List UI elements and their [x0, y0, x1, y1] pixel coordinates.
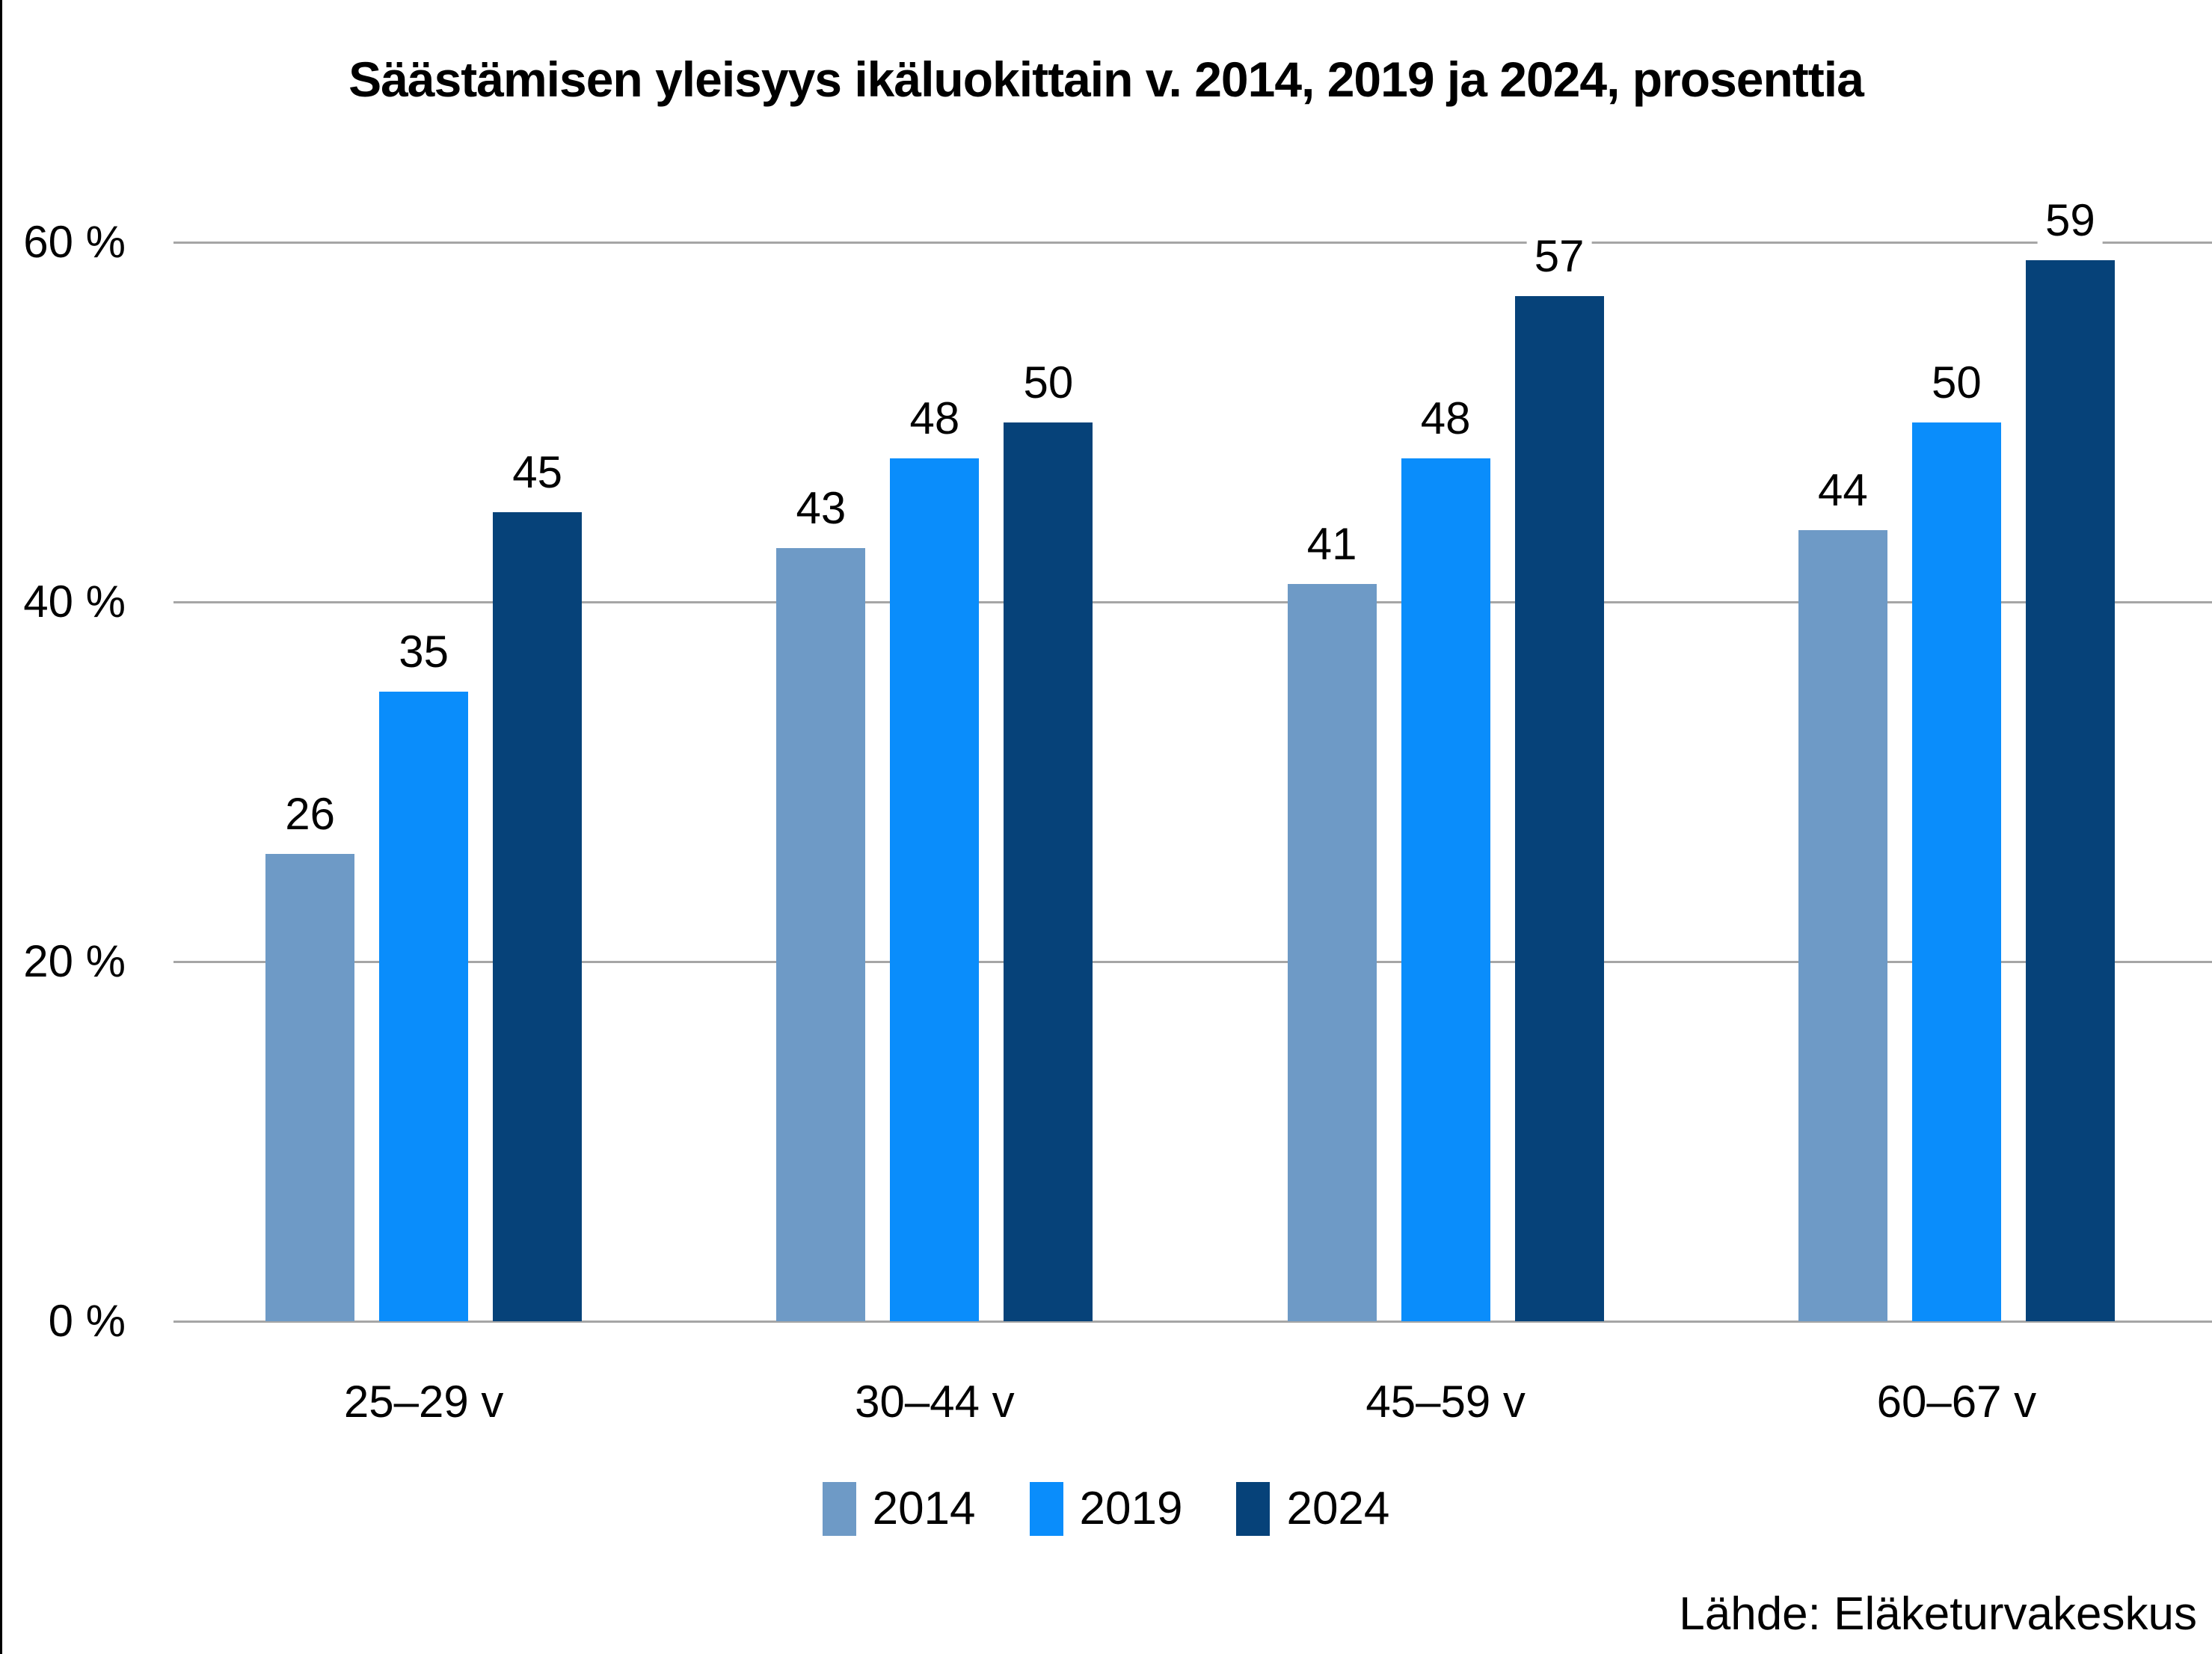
legend: 2014 2019 2024 — [0, 1482, 2212, 1536]
bar-2014 — [1798, 529, 1887, 1321]
bar-value-label: 59 — [2038, 196, 2103, 246]
bar-value-label: 48 — [902, 393, 968, 443]
bar-value-label: 44 — [1810, 465, 1875, 515]
left-border-line — [0, 0, 2, 1654]
y-tick-label: 20 % — [23, 936, 126, 986]
bar-2014 — [265, 853, 355, 1321]
y-tick-label: 0 % — [48, 1296, 126, 1346]
gridline — [173, 601, 2212, 603]
legend-label: 2019 — [1079, 1483, 1183, 1534]
legend-swatch-2024 — [1236, 1482, 1271, 1536]
x-category-label: 30–44 v — [855, 1377, 1015, 1427]
bar-2024 — [1514, 296, 1604, 1321]
gridline — [173, 242, 2212, 244]
x-category-label: 25–29 v — [343, 1377, 504, 1427]
bar-2024 — [493, 511, 583, 1321]
bar-value-label: 50 — [1924, 357, 1989, 408]
legend-item-2024: 2024 — [1236, 1482, 1389, 1536]
source-label: Lähde: Eläketurvakeskus — [1679, 1588, 2197, 1640]
bar-2014 — [1287, 583, 1377, 1321]
bar-2024 — [2025, 260, 2115, 1321]
legend-label: 2024 — [1286, 1483, 1390, 1534]
bar-2019 — [379, 692, 469, 1321]
bar-value-label: 50 — [1016, 357, 1081, 408]
chart-title: Säästämisen yleisyys ikäluokittain v. 20… — [348, 52, 1864, 107]
bar-value-label: 48 — [1413, 393, 1478, 443]
x-axis-line — [173, 1321, 2212, 1323]
bar-value-label: 43 — [788, 483, 854, 533]
bar-value-label: 45 — [505, 447, 570, 497]
bar-2019 — [1401, 458, 1490, 1321]
bar-value-label: 35 — [391, 627, 456, 677]
bar-2019 — [890, 458, 980, 1321]
legend-label: 2014 — [872, 1483, 976, 1534]
y-tick-label: 60 % — [23, 217, 126, 267]
bar-2024 — [1004, 422, 1093, 1321]
legend-item-2014: 2014 — [822, 1482, 976, 1536]
bar-value-label: 41 — [1299, 519, 1365, 569]
gridline — [173, 961, 2212, 963]
legend-swatch-2014 — [822, 1482, 856, 1536]
x-category-label: 60–67 v — [1876, 1377, 2037, 1427]
y-tick-label: 40 % — [23, 577, 126, 627]
bar-2014 — [776, 547, 866, 1321]
bar-2019 — [1911, 422, 2001, 1321]
bar-value-label: 26 — [277, 789, 342, 839]
x-category-label: 45–59 v — [1365, 1377, 1526, 1427]
legend-item-2019: 2019 — [1029, 1482, 1183, 1536]
legend-swatch-2019 — [1029, 1482, 1063, 1536]
bar-value-label: 57 — [1526, 232, 1592, 282]
